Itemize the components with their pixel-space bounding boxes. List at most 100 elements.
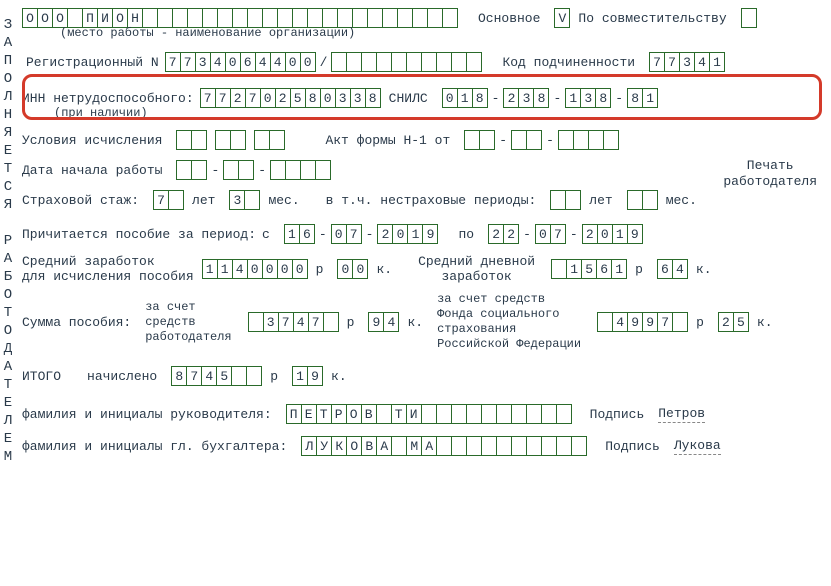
cell[interactable] bbox=[481, 404, 497, 424]
kod-cells[interactable]: 77341 bbox=[649, 52, 725, 72]
cell[interactable]: 9 bbox=[307, 366, 323, 386]
cell[interactable]: 8 bbox=[472, 88, 488, 108]
usl-g1[interactable] bbox=[176, 130, 207, 150]
cell[interactable]: 0 bbox=[285, 52, 301, 72]
cell[interactable]: 7 bbox=[153, 190, 169, 210]
cell[interactable] bbox=[244, 190, 260, 210]
cell[interactable]: И bbox=[406, 404, 422, 424]
snils-3[interactable]: 138 bbox=[565, 88, 611, 108]
cell[interactable]: 0 bbox=[277, 259, 293, 279]
cell[interactable] bbox=[223, 160, 239, 180]
stazh-y2[interactable] bbox=[550, 190, 581, 210]
cell[interactable]: 8 bbox=[533, 88, 549, 108]
cell[interactable]: 1 bbox=[284, 224, 300, 244]
cell[interactable] bbox=[232, 8, 248, 28]
cell[interactable]: V bbox=[554, 8, 570, 28]
cell[interactable]: 7 bbox=[180, 52, 196, 72]
cell[interactable]: П bbox=[286, 404, 302, 424]
cell[interactable] bbox=[176, 130, 192, 150]
cell[interactable]: О bbox=[112, 8, 128, 28]
cell[interactable]: 7 bbox=[664, 52, 680, 72]
cell[interactable]: 7 bbox=[346, 224, 362, 244]
cell[interactable] bbox=[511, 436, 527, 456]
cell[interactable]: 0 bbox=[260, 88, 276, 108]
cell[interactable]: 7 bbox=[165, 52, 181, 72]
osnovnoe-check[interactable]: V bbox=[554, 8, 570, 28]
cell[interactable]: 6 bbox=[240, 52, 256, 72]
cell[interactable] bbox=[215, 130, 231, 150]
cell[interactable] bbox=[421, 404, 437, 424]
cell[interactable]: 8 bbox=[365, 88, 381, 108]
sred-v1[interactable]: 1140000 bbox=[202, 259, 308, 279]
cell[interactable] bbox=[315, 160, 331, 180]
cell[interactable] bbox=[376, 52, 392, 72]
cell[interactable]: 2 bbox=[582, 224, 598, 244]
cell[interactable]: 1 bbox=[407, 224, 423, 244]
cell[interactable]: Р bbox=[331, 404, 347, 424]
from-d[interactable]: 16 bbox=[284, 224, 315, 244]
cell[interactable]: 3 bbox=[335, 88, 351, 108]
cell[interactable] bbox=[248, 312, 264, 332]
cell[interactable]: 0 bbox=[597, 224, 613, 244]
cell[interactable]: И bbox=[97, 8, 113, 28]
cell[interactable]: 0 bbox=[352, 259, 368, 279]
cell[interactable]: М bbox=[406, 436, 422, 456]
usl-g2[interactable] bbox=[215, 130, 246, 150]
reg-num[interactable]: 7734064400 bbox=[165, 52, 316, 72]
cell[interactable]: 5 bbox=[290, 88, 306, 108]
cell[interactable] bbox=[672, 312, 688, 332]
cell[interactable] bbox=[382, 8, 398, 28]
sred-v2[interactable]: 1561 bbox=[551, 259, 627, 279]
cell[interactable]: 3 bbox=[263, 312, 279, 332]
cell[interactable] bbox=[277, 8, 293, 28]
cell[interactable] bbox=[436, 52, 452, 72]
cell[interactable] bbox=[442, 8, 458, 28]
cell[interactable]: 6 bbox=[299, 224, 315, 244]
cell[interactable]: В bbox=[361, 436, 377, 456]
cell[interactable] bbox=[246, 366, 262, 386]
cell[interactable] bbox=[262, 8, 278, 28]
cell[interactable] bbox=[323, 312, 339, 332]
cell[interactable] bbox=[322, 8, 338, 28]
to-d[interactable]: 22 bbox=[488, 224, 519, 244]
cell[interactable]: Е bbox=[301, 404, 317, 424]
cell[interactable] bbox=[202, 8, 218, 28]
cell[interactable]: 1 bbox=[709, 52, 725, 72]
cell[interactable] bbox=[397, 8, 413, 28]
cell[interactable]: 4 bbox=[255, 52, 271, 72]
cell[interactable]: 9 bbox=[368, 312, 384, 332]
cell[interactable] bbox=[642, 190, 658, 210]
cell[interactable]: 8 bbox=[595, 88, 611, 108]
cell[interactable]: В bbox=[361, 404, 377, 424]
cell[interactable] bbox=[191, 130, 207, 150]
cell[interactable] bbox=[270, 160, 286, 180]
cell[interactable]: 2 bbox=[488, 224, 504, 244]
cell[interactable]: 0 bbox=[262, 259, 278, 279]
cell[interactable]: 7 bbox=[649, 52, 665, 72]
cell[interactable] bbox=[556, 436, 572, 456]
buh-cells[interactable]: ЛУКОВАМА bbox=[301, 436, 587, 456]
cell[interactable]: 1 bbox=[217, 259, 233, 279]
cell[interactable] bbox=[157, 8, 173, 28]
cell[interactable] bbox=[191, 160, 207, 180]
cell[interactable]: 3 bbox=[350, 88, 366, 108]
cell[interactable] bbox=[142, 8, 158, 28]
sred-k2[interactable]: 64 bbox=[657, 259, 688, 279]
cell[interactable] bbox=[217, 8, 233, 28]
akt-y[interactable] bbox=[558, 130, 619, 150]
cell[interactable] bbox=[511, 404, 527, 424]
cell[interactable]: 1 bbox=[457, 88, 473, 108]
akt-m[interactable] bbox=[511, 130, 542, 150]
cell[interactable] bbox=[556, 404, 572, 424]
inn-cells[interactable]: 772702580338 bbox=[200, 88, 381, 108]
cell[interactable] bbox=[603, 130, 619, 150]
cell[interactable]: 4 bbox=[293, 312, 309, 332]
cell[interactable]: 5 bbox=[733, 312, 749, 332]
cell[interactable] bbox=[307, 8, 323, 28]
cell[interactable] bbox=[526, 436, 542, 456]
cell[interactable]: 0 bbox=[247, 259, 263, 279]
cell[interactable] bbox=[285, 160, 301, 180]
cell[interactable]: А bbox=[376, 436, 392, 456]
cell[interactable]: 2 bbox=[718, 312, 734, 332]
cell[interactable]: 4 bbox=[672, 259, 688, 279]
